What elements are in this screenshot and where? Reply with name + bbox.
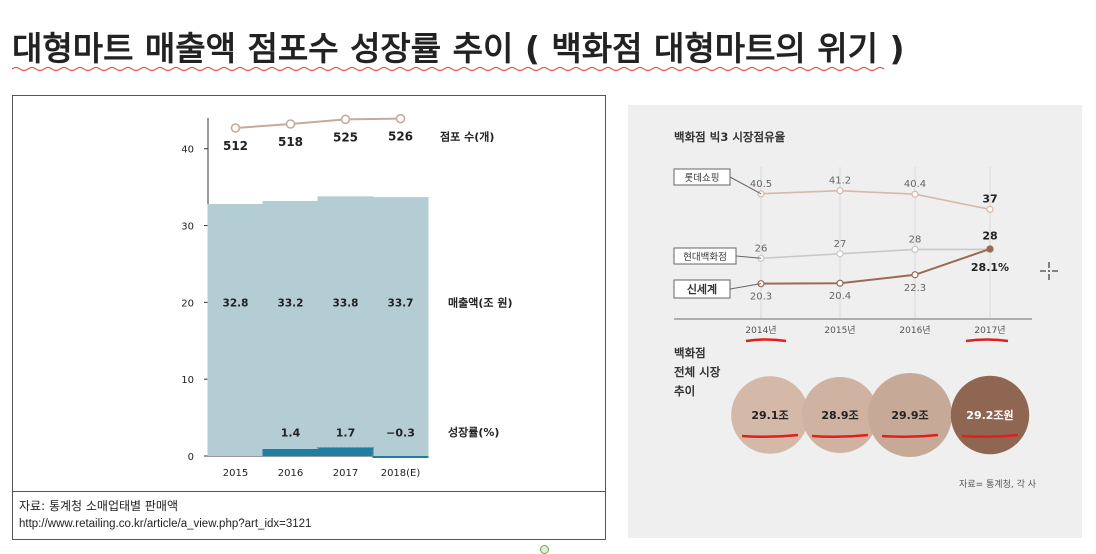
value-label: 27 [834, 239, 847, 250]
stores-point [230, 123, 241, 133]
sales-bar [262, 200, 319, 456]
value-label: 22.3 [904, 283, 926, 294]
highlight-underline [741, 433, 799, 439]
source-url: http://www.retailing.co.kr/article/a_vie… [19, 518, 312, 530]
highlight-underline [965, 338, 1009, 343]
series-line [760, 248, 991, 285]
x-tick-label: 2015 [223, 468, 248, 479]
retail-chart: 0 10 20 30 40 32.8 33.2 33.8 33.7 매출액(조 원) 1.4 1.7 −… [181, 113, 512, 479]
series-name: 롯데쇼핑 [685, 173, 720, 184]
bubble-label: 29.1조 [751, 409, 788, 422]
sales-bar [372, 197, 429, 456]
growth-label: 1.7 [336, 427, 356, 440]
value-label: 20.4 [829, 291, 851, 302]
highlight-underline [961, 433, 1019, 439]
value-label: 26 [755, 243, 768, 254]
value-label: 40.5 [750, 179, 772, 190]
bubble-label: 29.2조원 [966, 408, 1013, 422]
bubble-label: 28.9조 [821, 409, 858, 422]
stores-label: 526 [388, 130, 413, 144]
series-name: 현대백화점 [683, 251, 727, 263]
source-box: 자료: 통계청 소매업태별 판매액 http://www.retailing.c… [13, 491, 605, 540]
highlight-underline [745, 338, 787, 343]
growth-bar [262, 449, 319, 456]
series-point [986, 205, 994, 213]
sales-bar [317, 196, 374, 456]
highlight-underline [881, 433, 939, 439]
growth-connector [316, 447, 375, 457]
series-name-connector [735, 255, 762, 259]
value-label: 28 [982, 229, 997, 242]
series-point [757, 280, 765, 288]
stores-point [395, 113, 406, 124]
growth-label: −0.3 [386, 427, 415, 440]
value-label: 28 [909, 234, 922, 245]
source-text: 자료= 통계청, 각 사 [959, 478, 1037, 490]
y-tick-label: 0 [188, 452, 194, 463]
y-tick-label: 30 [181, 222, 194, 233]
bubble-label: 29.9조 [891, 409, 928, 422]
x-tick-label: 2016 [278, 468, 303, 479]
series-point [836, 250, 844, 258]
series-point [911, 271, 919, 279]
slide-title: 대형마트 매출액 점포수 성장률 추이 ( 백화점 대형마트의 위기 ) [12, 29, 905, 68]
series-name-connector [729, 283, 762, 290]
retail-chart-panel: 0 10 20 30 40 32.8 33.2 33.8 33.7 매출액(조 원) 1.4 1.7 −… [12, 95, 606, 540]
sales-bar-label: 33.8 [333, 297, 359, 309]
bubble-section-title: 추이 [674, 384, 695, 398]
y-tick-label: 20 [181, 298, 194, 309]
stores-point [340, 114, 351, 125]
year-label: 2017년 [974, 325, 1005, 336]
series-line [760, 248, 990, 260]
y-tick-label: 40 [181, 145, 194, 156]
sales-bar-label: 33.7 [388, 297, 414, 309]
bubble-section-title: 백화점 [674, 346, 706, 360]
stores-line [235, 117, 401, 129]
series-point [836, 187, 844, 195]
stores-series-label: 점포 수(개) [440, 130, 494, 144]
market-bubble [731, 376, 809, 454]
spellcheck-underline [12, 67, 885, 71]
x-tick-label: 2017 [333, 468, 358, 479]
value-label: 20.3 [750, 292, 772, 303]
series-name-connector [729, 176, 762, 195]
series-point [986, 245, 994, 253]
year-label: 2014년 [745, 325, 776, 336]
growth-label: 1.4 [281, 427, 301, 440]
growth-bar [372, 456, 429, 458]
growth-series-label: 성장률(%) [448, 425, 499, 439]
source-text: 자료: 통계청 소매업태별 판매액 [19, 499, 179, 513]
series-point [911, 190, 919, 198]
sales-bar [207, 204, 264, 456]
value-label: 28.1% [971, 261, 1009, 274]
value-label: 40.4 [904, 179, 926, 190]
stores-point [285, 119, 296, 129]
market-bubble [802, 377, 878, 453]
department-store-chart-panel: 백화점 빅3 시장점유율 2014년 2015년 2016년 2017년 40.5 41.2… [628, 105, 1082, 538]
highlight-underline [811, 433, 869, 439]
department-store-chart: 백화점 빅3 시장점유율 2014년 2015년 2016년 2017년 40.5 41.2… [673, 130, 1037, 490]
series-name: 신세계 [687, 282, 717, 296]
year-label: 2015년 [824, 325, 855, 336]
crosshair-cursor-icon [1040, 262, 1058, 280]
stores-label: 525 [333, 130, 358, 144]
x-tick-label: 2018(E) [381, 468, 421, 479]
chart-title: 백화점 빅3 시장점유율 [674, 130, 786, 144]
stores-label: 518 [278, 135, 303, 149]
series-point [836, 279, 844, 287]
bubble-section-title: 전체 시장 [674, 365, 721, 379]
series-line [760, 189, 991, 211]
sales-series-label: 매출액(조 원) [448, 295, 512, 309]
value-label: 37 [982, 192, 997, 205]
growth-bar [317, 447, 374, 456]
sales-bar-label: 33.2 [278, 297, 304, 309]
year-label: 2016년 [899, 325, 930, 336]
series-point [911, 245, 919, 253]
y-tick-label: 10 [181, 375, 194, 386]
sales-bar-label: 32.8 [223, 297, 249, 309]
stores-label: 512 [223, 139, 248, 153]
value-label: 41.2 [829, 176, 851, 187]
